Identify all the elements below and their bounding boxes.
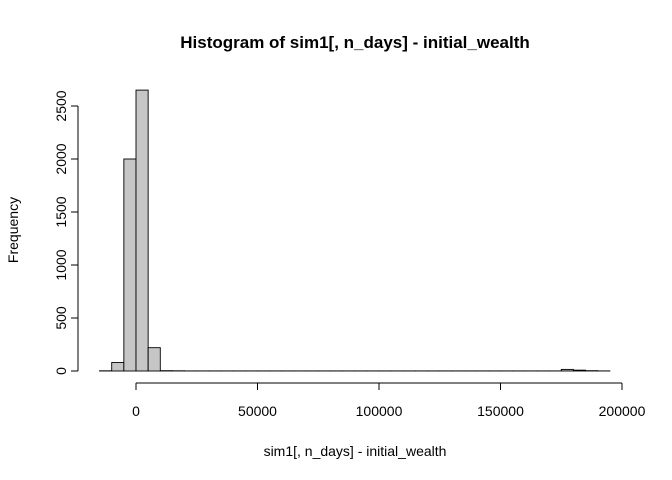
- histogram-bar-38: [560, 368, 574, 372]
- x-tick-label-2: 100000: [356, 403, 403, 419]
- histogram-bar-2: [123, 158, 137, 372]
- x-axis-label: sim1[, n_days] - initial_wealth: [264, 443, 447, 459]
- x-axis: 0 50000 100000 150000 200000: [132, 382, 646, 419]
- y-tick-label-1: 500: [53, 306, 69, 330]
- y-tick-label-5: 2500: [53, 90, 69, 121]
- histogram-bars: [99, 89, 611, 372]
- histogram-bar-39: [572, 369, 587, 372]
- x-tick-label-4: 200000: [599, 403, 646, 419]
- x-tick-label-0: 0: [132, 403, 140, 419]
- chart-title: Histogram of sim1[, n_days] - initial_we…: [180, 33, 530, 52]
- y-axis-label: Frequency: [5, 197, 21, 263]
- y-tick-label-2: 1000: [53, 249, 69, 280]
- y-tick-label-4: 2000: [53, 143, 69, 174]
- y-tick-label-0: 0: [53, 367, 69, 375]
- histogram-bar-1: [111, 362, 125, 372]
- histogram-bar-3: [135, 89, 149, 372]
- y-axis: 0 500 1000 1500 2000 2500: [53, 90, 79, 375]
- x-tick-label-3: 150000: [477, 403, 524, 419]
- x-tick-label-1: 50000: [238, 403, 277, 419]
- histogram-bar-4: [147, 347, 161, 372]
- y-tick-label-3: 1500: [53, 196, 69, 227]
